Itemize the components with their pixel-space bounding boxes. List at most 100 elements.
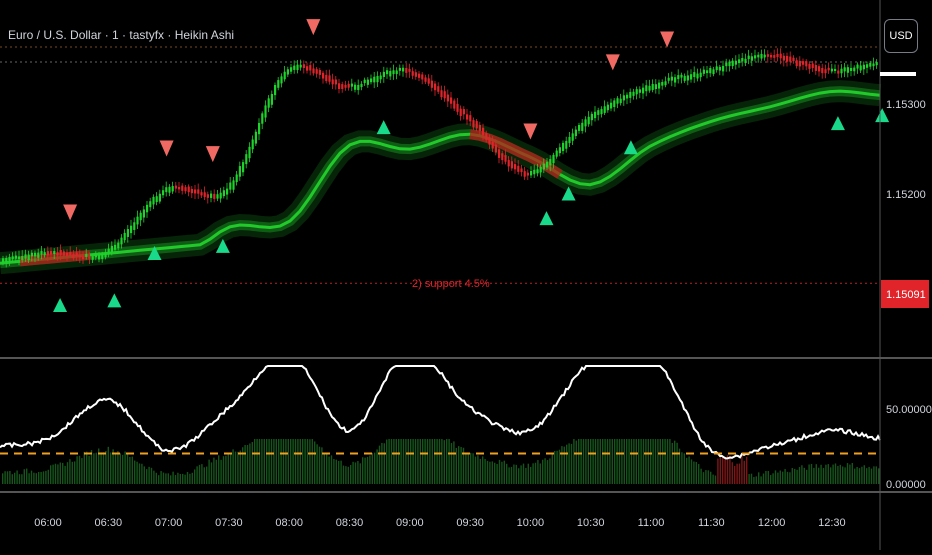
histogram-bar (422, 439, 424, 484)
candle (757, 54, 760, 58)
histogram-bar (544, 458, 546, 484)
currency-button[interactable]: USD (884, 19, 918, 53)
candle (651, 83, 654, 90)
candle (430, 80, 433, 88)
candle (488, 137, 491, 145)
time-axis-label: 07:30 (215, 517, 243, 529)
histogram-bar (489, 461, 491, 484)
time-axis-label: 06:30 (95, 517, 123, 529)
candle (798, 60, 801, 67)
histogram-bar (117, 451, 119, 484)
candle (722, 65, 725, 72)
histogram-bar (328, 456, 330, 484)
histogram-bar (474, 456, 477, 484)
histogram-bar (326, 453, 328, 484)
histogram-bar (215, 459, 217, 484)
candle (418, 73, 421, 78)
histogram-bar (174, 474, 177, 484)
candle (82, 256, 85, 260)
time-axis-label: 08:00 (275, 517, 303, 529)
oscillator-axis-label: 50.00000 (886, 404, 932, 416)
candle (648, 85, 651, 91)
histogram-bar (86, 451, 88, 484)
histogram-bar (242, 447, 244, 484)
candle (690, 74, 693, 80)
candle (654, 84, 657, 90)
histogram-bar (606, 439, 609, 484)
histogram-bar (162, 472, 165, 484)
candle (747, 55, 750, 60)
histogram-bar (74, 461, 76, 484)
sell-signal-arrow (523, 123, 538, 140)
histogram-bar (402, 439, 405, 484)
candle (216, 194, 219, 199)
histogram-bar (57, 464, 59, 484)
candle (475, 121, 478, 129)
candle (539, 166, 542, 173)
histogram-bar (707, 470, 709, 484)
candle (507, 159, 510, 167)
candle (270, 93, 273, 105)
histogram-bar (671, 442, 673, 484)
histogram-bar (4, 471, 6, 484)
time-axis-label: 09:00 (396, 517, 424, 529)
candle (370, 78, 373, 83)
candle (574, 129, 577, 137)
histogram-bar (558, 449, 561, 484)
candle (571, 133, 574, 141)
histogram-bar (760, 476, 762, 484)
current-price-label: 1.15091 (886, 289, 926, 301)
histogram-bar (585, 439, 587, 484)
histogram-bar (616, 439, 618, 484)
histogram-bar (102, 452, 105, 484)
histogram-bar (633, 439, 635, 484)
candle (770, 54, 773, 58)
candle (754, 55, 757, 59)
histogram-bar (650, 439, 652, 484)
candle (859, 65, 862, 71)
candle (72, 253, 75, 259)
histogram-bar (71, 461, 73, 484)
histogram-bar (666, 439, 669, 484)
histogram-bar (820, 464, 822, 484)
candle (398, 67, 401, 71)
candle (104, 252, 107, 258)
candle (526, 172, 529, 176)
candle (283, 71, 286, 80)
candle (194, 189, 197, 194)
candle (286, 69, 289, 75)
candle (69, 252, 72, 256)
histogram-bar (362, 457, 364, 484)
histogram-bar (335, 459, 337, 484)
candle (875, 62, 878, 66)
candle (146, 204, 149, 213)
histogram-bar (172, 471, 174, 484)
histogram-bar (237, 451, 239, 484)
histogram-bar (345, 466, 347, 484)
histogram-bar (136, 461, 138, 484)
histogram-bar (206, 466, 208, 484)
candle (741, 58, 744, 62)
histogram-bar (686, 457, 688, 484)
histogram-bar (165, 473, 167, 484)
histogram-bar (467, 452, 469, 484)
histogram-bar (448, 439, 450, 484)
histogram-bar (688, 456, 690, 484)
histogram-bar (491, 461, 493, 484)
histogram-bar (465, 452, 467, 484)
candle (373, 76, 376, 83)
histogram-bar (746, 456, 748, 484)
candle (773, 55, 776, 58)
histogram-bar (340, 460, 342, 484)
candle (206, 194, 209, 198)
histogram-bar (230, 452, 232, 484)
histogram-bar (210, 462, 213, 484)
buy-signal-arrow (107, 293, 122, 308)
histogram-bar (424, 439, 426, 484)
histogram-bar (597, 439, 599, 484)
candle (62, 251, 65, 256)
candle (5, 257, 8, 262)
histogram-bar (306, 439, 309, 484)
histogram-bar (33, 472, 35, 484)
